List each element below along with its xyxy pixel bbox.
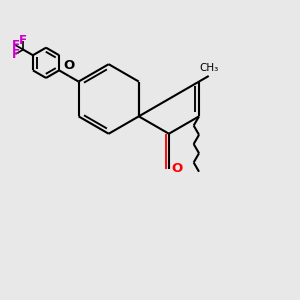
Text: F: F bbox=[19, 34, 27, 47]
Text: F: F bbox=[11, 39, 20, 52]
Text: F: F bbox=[11, 48, 20, 61]
Text: O: O bbox=[171, 162, 182, 175]
Text: CH₃: CH₃ bbox=[200, 63, 219, 73]
Text: O: O bbox=[63, 59, 74, 72]
